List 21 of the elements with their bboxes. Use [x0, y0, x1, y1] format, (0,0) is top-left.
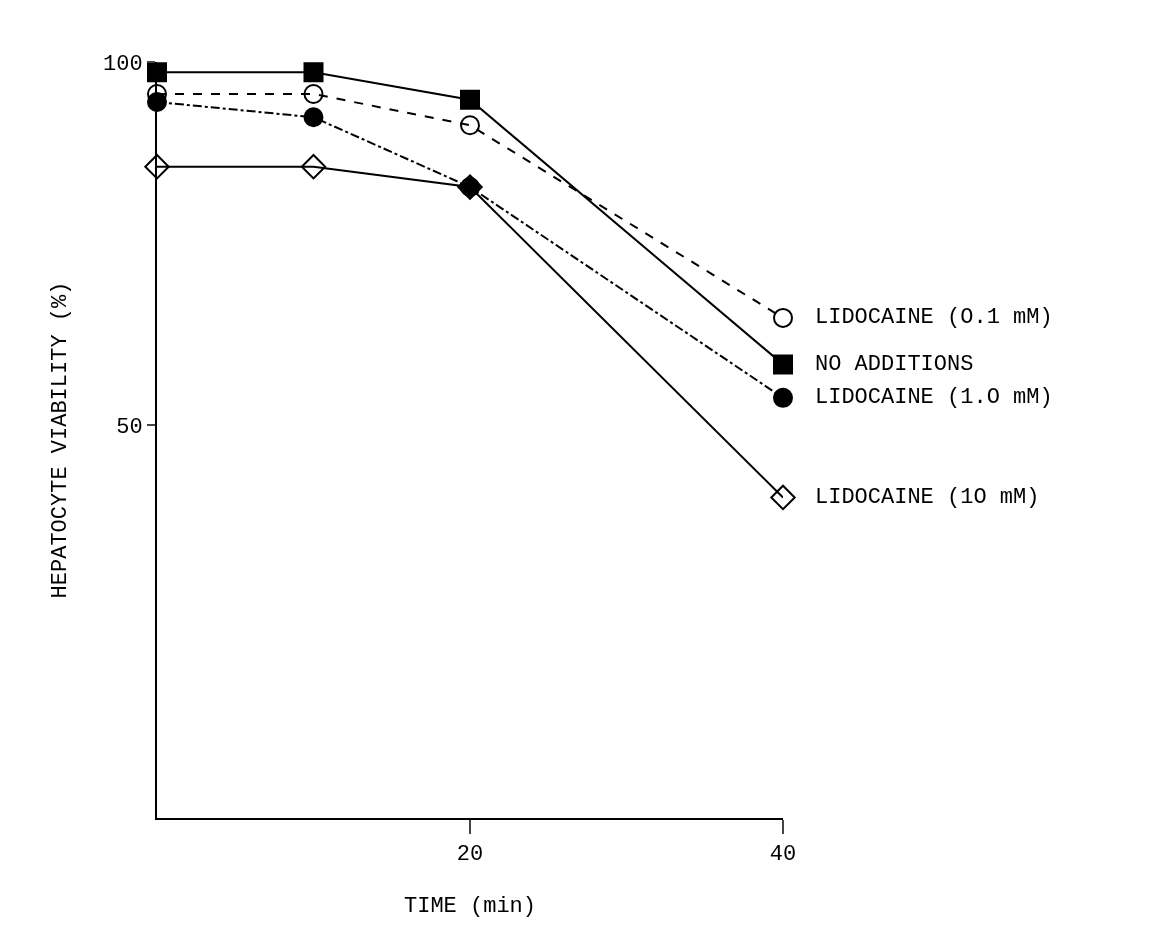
point [460, 89, 480, 110]
x-tick-label: 40 [769, 842, 797, 868]
point [460, 115, 480, 136]
series-label: LIDOCAINE (O.1 mM) [815, 305, 1053, 330]
point [773, 354, 793, 375]
x-tick-label: 20 [456, 842, 484, 868]
point [773, 387, 793, 408]
point [770, 484, 796, 511]
y-axis-title: HEPATOCYTE VIABILITY (%) [48, 281, 74, 599]
series-label: NO ADDITIONS [815, 352, 974, 377]
point [303, 83, 324, 104]
y-tick-label: 100 [102, 51, 143, 77]
point [303, 107, 324, 128]
point [300, 153, 327, 180]
series-label: LIDOCAINE (1.O mM) [815, 385, 1053, 410]
point [303, 62, 324, 83]
series-label: LIDOCAINE (1O mM) [815, 485, 1040, 510]
point [144, 153, 170, 180]
y-tick-label: 50 [116, 415, 143, 441]
point [773, 307, 793, 328]
x-axis-title: TIME (min) [403, 893, 537, 919]
